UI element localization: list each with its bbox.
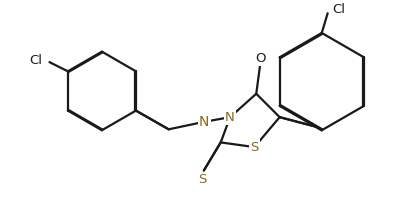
Text: N: N: [225, 111, 235, 124]
Text: N: N: [199, 115, 209, 129]
Text: Cl: Cl: [29, 54, 42, 67]
Text: S: S: [198, 173, 206, 186]
Text: S: S: [250, 140, 259, 154]
Text: O: O: [255, 52, 265, 65]
Text: Cl: Cl: [332, 3, 345, 16]
